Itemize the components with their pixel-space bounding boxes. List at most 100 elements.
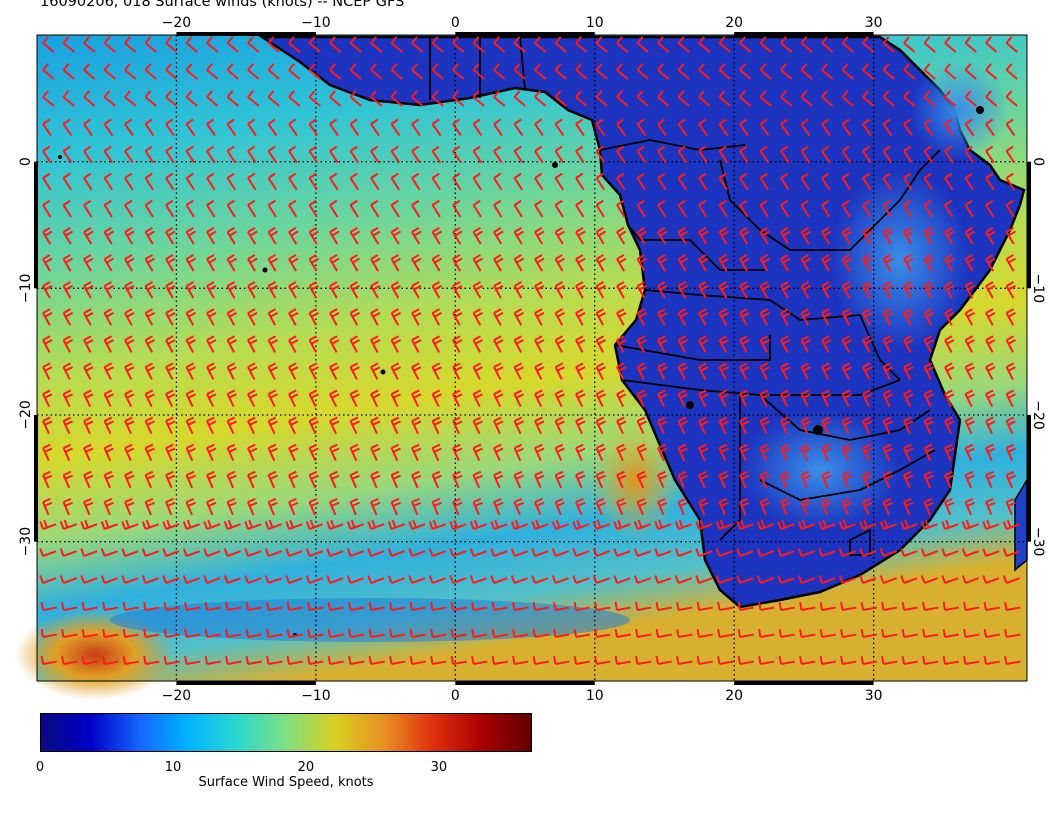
- wind-barb: [677, 443, 688, 462]
- wind-barb: [862, 335, 873, 353]
- wind-barb: [247, 199, 257, 218]
- wind-barb: [800, 226, 812, 245]
- wind-barb: [575, 63, 588, 80]
- wind-barb: [513, 36, 526, 53]
- wind-barb: [452, 226, 463, 245]
- wind-barb: [718, 308, 730, 326]
- wind-barb: [349, 36, 362, 53]
- wind-barb: [411, 281, 422, 299]
- wind-barb: [206, 281, 217, 299]
- wind-barb: [493, 199, 503, 218]
- wind-barb: [308, 308, 320, 326]
- wind-barb: [83, 281, 94, 299]
- wind-barb: [862, 470, 873, 489]
- wind-barb: [62, 470, 73, 489]
- wind-barb: [737, 601, 754, 611]
- wind-barb: [800, 443, 811, 462]
- wind-barb: [390, 145, 401, 164]
- wind-barb: [124, 36, 137, 53]
- wind-barb: [308, 226, 320, 245]
- wind-barb: [636, 145, 647, 164]
- wind-barb: [288, 254, 299, 272]
- wind-barb: [780, 362, 791, 380]
- wind-barb: [162, 548, 180, 557]
- wind-barb: [882, 416, 893, 435]
- wind-barb: [185, 36, 198, 53]
- wind-barb: [513, 254, 525, 272]
- wind-barb: [206, 226, 217, 245]
- wind-barb: [756, 519, 774, 530]
- wind-barb: [144, 362, 155, 380]
- wind-barb: [349, 145, 360, 164]
- wind-barb: [698, 63, 711, 80]
- wind-barb: [122, 601, 139, 611]
- wind-barb: [595, 443, 606, 462]
- wind-barb: [267, 172, 277, 191]
- wind-barb: [964, 90, 977, 107]
- wind-barb: [165, 443, 176, 462]
- wind-barb: [267, 90, 280, 107]
- wind-barb: [408, 575, 426, 584]
- wind-barb: [614, 628, 631, 638]
- wind-barb: [616, 226, 627, 245]
- wind-barb: [226, 254, 238, 272]
- wind-barb: [534, 172, 544, 191]
- wind-barb: [247, 36, 260, 53]
- wind-barb: [493, 335, 504, 353]
- wind-barb: [841, 145, 852, 164]
- wind-barb: [595, 172, 605, 191]
- wind-barb: [389, 655, 406, 665]
- lon-tick-label: −20: [162, 15, 192, 31]
- lon-tick-label: 30: [865, 688, 883, 704]
- tick-labels: −20 −20 −10 −10 0 0 10 10 20 20 30 30 0 0 −10 −10 −20 −20…: [18, 15, 1046, 704]
- wind-barb: [305, 519, 323, 530]
- wind-barb: [288, 470, 299, 489]
- wind-barb: [944, 389, 955, 407]
- wind-barb: [982, 519, 1000, 530]
- wind-barb: [288, 145, 298, 164]
- wind-barb: [821, 226, 832, 245]
- wind-barb: [124, 416, 135, 435]
- wind-barb: [616, 389, 627, 407]
- wind-barb: [267, 254, 279, 272]
- wind-barb: [821, 308, 832, 326]
- wind-barb: [80, 575, 98, 584]
- wind-barb: [103, 497, 114, 516]
- wind-barb: [490, 519, 508, 530]
- wind-barb: [431, 362, 442, 380]
- wind-barb: [800, 470, 811, 489]
- wind-barb: [288, 497, 299, 516]
- wind-barb: [144, 335, 156, 353]
- wind-barb: [903, 308, 914, 326]
- wind-barb: [493, 389, 504, 407]
- wind-barb: [657, 63, 670, 80]
- wind-barbs: [39, 36, 1021, 665]
- wind-barb: [534, 335, 545, 353]
- wind-barb: [288, 63, 301, 80]
- wind-barb: [534, 416, 545, 435]
- axis-bar: [176, 681, 316, 685]
- wind-barb: [739, 335, 750, 353]
- wind-barb: [122, 628, 139, 638]
- wind-barb: [532, 655, 549, 665]
- wind-barb: [985, 172, 995, 191]
- wind-barb: [718, 226, 730, 245]
- wind-barb: [756, 575, 774, 584]
- wind-barb: [903, 145, 913, 164]
- wind-barb: [165, 389, 176, 407]
- wind-barb: [674, 548, 692, 557]
- wind-barb: [964, 145, 975, 164]
- wind-barb: [1005, 254, 1017, 272]
- wind-barb: [860, 601, 877, 611]
- wind-barb: [512, 601, 529, 611]
- wind-barb: [452, 90, 465, 107]
- wind-barb: [226, 36, 239, 53]
- wind-barb: [923, 145, 934, 164]
- wind-barb: [185, 226, 197, 245]
- wind-barb: [903, 389, 914, 407]
- wind-barb: [841, 63, 854, 80]
- wind-barb: [718, 145, 729, 164]
- wind-barb: [165, 226, 176, 245]
- wind-barb: [472, 172, 482, 191]
- wind-barb: [245, 628, 262, 638]
